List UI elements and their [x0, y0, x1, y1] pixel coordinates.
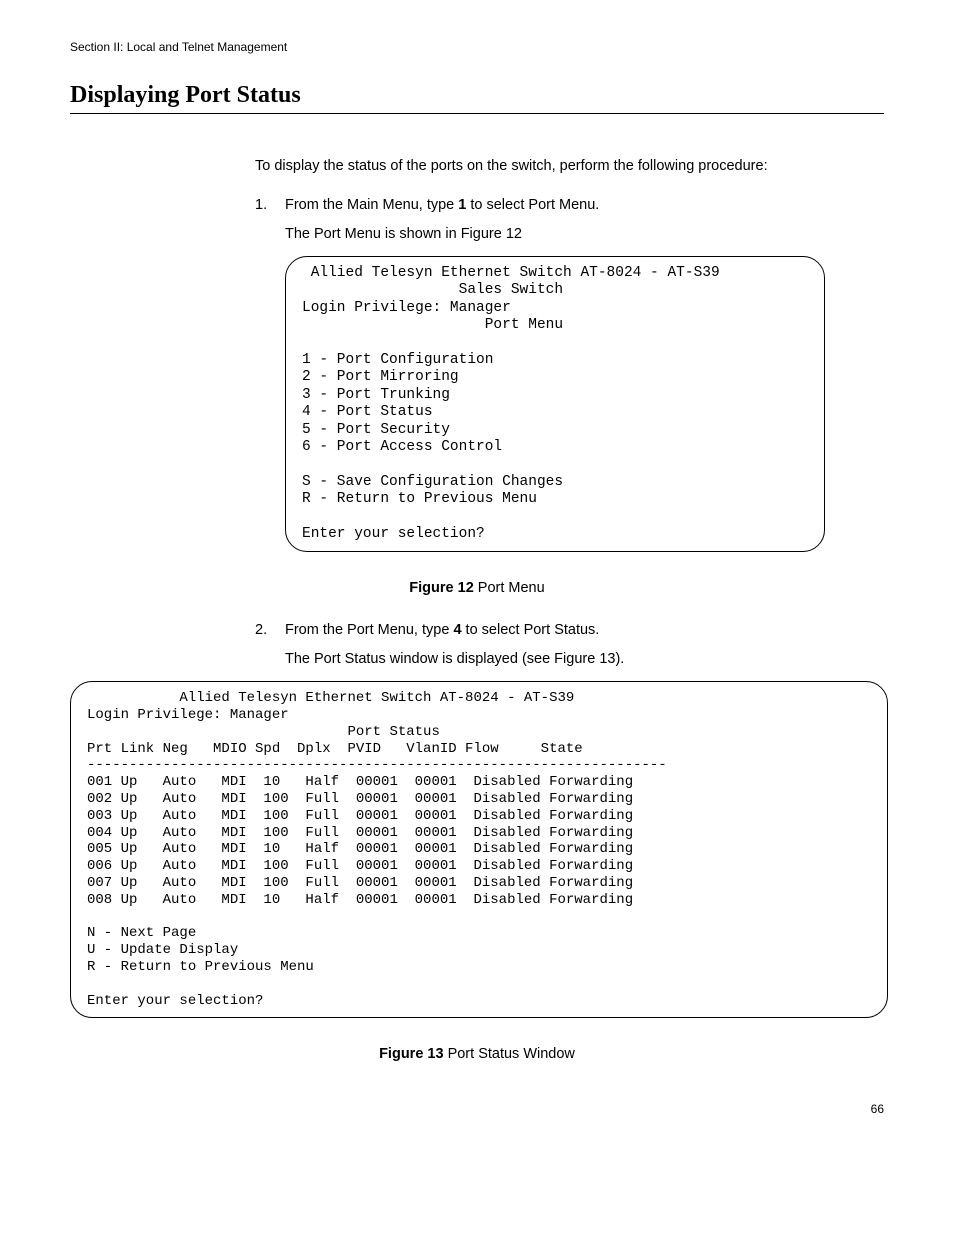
figure-12-caption: Figure 12 Port Menu [70, 580, 884, 596]
figure-13-label: Figure 13 [379, 1046, 443, 1062]
step-1-sub: The Port Menu is shown in Figure 12 [285, 226, 884, 242]
step-2-content: From the Port Menu, type 4 to select Por… [285, 620, 884, 641]
step-2: 2. From the Port Menu, type 4 to select … [255, 620, 884, 641]
page-number: 66 [70, 1102, 884, 1116]
terminal-port-status: Allied Telesyn Ethernet Switch AT-8024 -… [70, 681, 888, 1018]
page-title: Displaying Port Status [70, 82, 884, 114]
step-1-post: to select Port Menu. [466, 197, 599, 213]
figure-12-label: Figure 12 [409, 580, 473, 596]
step-2-pre: From the Port Menu, type [285, 622, 453, 638]
step-2-bold: 4 [453, 622, 461, 638]
section-header: Section II: Local and Telnet Management [70, 40, 884, 54]
terminal-port-menu: Allied Telesyn Ethernet Switch AT-8024 -… [285, 256, 825, 552]
step-1-pre: From the Main Menu, type [285, 197, 458, 213]
step-2-sub: The Port Status window is displayed (see… [285, 651, 884, 667]
step-1-number: 1. [255, 195, 285, 216]
step-1-content: From the Main Menu, type 1 to select Por… [285, 195, 884, 216]
step-2-number: 2. [255, 620, 285, 641]
intro-text: To display the status of the ports on th… [255, 156, 884, 177]
step-1: 1. From the Main Menu, type 1 to select … [255, 195, 884, 216]
step-2-post: to select Port Status. [462, 622, 600, 638]
figure-13-caption: Figure 13 Port Status Window [70, 1046, 884, 1062]
figure-13-text: Port Status Window [444, 1046, 575, 1062]
figure-12-text: Port Menu [474, 580, 545, 596]
